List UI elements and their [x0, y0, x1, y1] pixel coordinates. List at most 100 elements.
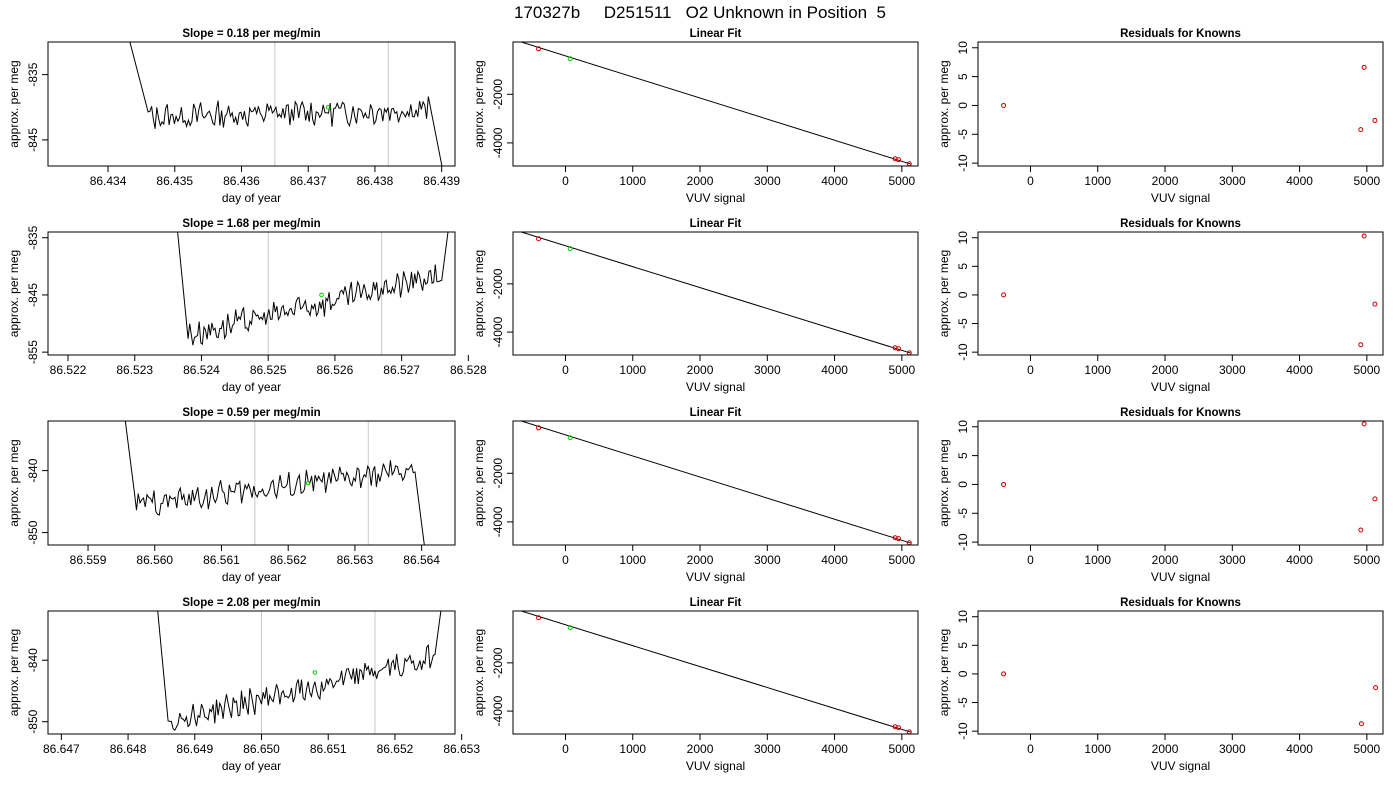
panel-title: Slope = 1.68 per meg/min [182, 218, 320, 230]
panel-timeseries-3: Slope = 0.59 per meg/min day of year appro… [7, 407, 456, 584]
y-tick-label: 0 [956, 670, 970, 677]
x-tick-label: 86.653 [443, 742, 480, 756]
x-tick-label: 86.436 [223, 174, 260, 188]
residual-point [1001, 671, 1007, 677]
unknown-point [312, 670, 318, 675]
x-tick-label: 4000 [821, 742, 848, 756]
x-axis-label: day of year [222, 380, 281, 394]
y-tick-label: 10 [956, 420, 970, 434]
panel-timeseries-2: Slope = 1.68 per meg/min day of year appro… [7, 218, 487, 394]
panel-fit-4: Linear Fit VUV signal approx. per meg 0 1000… [472, 597, 919, 773]
known-point [895, 725, 901, 731]
residual-point [1001, 102, 1007, 108]
y-tick-label: -835 [26, 225, 40, 249]
known-point [536, 46, 542, 52]
x-tick-label: 4000 [1286, 363, 1313, 377]
x-tick-label: 86.649 [176, 742, 213, 756]
y-tick-label: 10 [956, 231, 970, 245]
plot-area [1001, 233, 1378, 348]
x-axis-label: day of year [222, 191, 281, 205]
x-axis-label: VUV signal [686, 759, 745, 773]
residual-point [1373, 685, 1379, 691]
y-tick-label: -2000 [491, 268, 505, 299]
x-tick-label: 86.524 [183, 363, 220, 377]
y-tick-label: -10 [956, 154, 970, 172]
x-tick-label: 4000 [821, 363, 848, 377]
unknown-point [567, 246, 573, 252]
x-tick-label: 86.560 [136, 553, 173, 567]
panel-title: Residuals for Knowns [1120, 407, 1241, 419]
panel-title: Slope = 0.59 per meg/min [182, 407, 320, 419]
y-axis-label: approx. per meg [472, 60, 486, 147]
plot-frame [977, 41, 1384, 167]
x-tick-label: 86.562 [270, 553, 307, 567]
residual-point [1001, 481, 1007, 487]
plot-area [124, 421, 425, 545]
y-tick-label: -840 [26, 458, 40, 482]
x-tick-label: 3000 [754, 363, 781, 377]
residual-point [1001, 292, 1007, 298]
x-tick-label: 86.434 [90, 174, 127, 188]
x-axis-label: VUV signal [686, 191, 745, 205]
y-tick-label: -2000 [491, 458, 505, 489]
x-tick-label: 86.528 [450, 363, 487, 377]
y-tick-label: -2000 [491, 79, 505, 110]
known-point [895, 536, 901, 542]
x-tick-label: 3000 [1219, 742, 1246, 756]
plot-frame [47, 610, 456, 735]
residual-point [1358, 127, 1364, 133]
x-tick-label: 2000 [687, 742, 714, 756]
residual-point [1372, 496, 1378, 502]
y-tick-label: -835 [26, 62, 40, 86]
plot-frame [977, 610, 1384, 735]
residual-point [1358, 721, 1364, 727]
x-tick-label: 0 [562, 174, 569, 188]
plot-frame [47, 41, 456, 167]
plot-area [519, 42, 912, 166]
plot-area [519, 421, 912, 545]
y-axis-label: approx. per meg [7, 250, 21, 337]
x-tick-label: 86.525 [250, 363, 287, 377]
unknown-point [319, 292, 324, 298]
x-tick-label: 3000 [1219, 363, 1246, 377]
y-tick-label: 0 [956, 102, 970, 109]
plot-area [1001, 64, 1378, 133]
plot-frame [512, 420, 919, 546]
y-tick-label: 5 [956, 452, 970, 459]
y-axis-label: approx. per meg [472, 439, 486, 526]
x-tick-label: 86.437 [290, 174, 327, 188]
x-tick-label: 1000 [619, 553, 646, 567]
x-axis-label: day of year [222, 759, 281, 773]
x-tick-label: 86.527 [383, 363, 420, 377]
x-tick-label: 5000 [1354, 363, 1381, 377]
panel-title: Residuals for Knowns [1120, 218, 1241, 230]
x-tick-label: 86.563 [337, 553, 374, 567]
x-tick-label: 4000 [821, 553, 848, 567]
panel-timeseries-4: Slope = 2.08 per meg/min day of year appro… [7, 597, 480, 773]
residual-point [1358, 342, 1364, 348]
x-tick-label: 3000 [754, 174, 781, 188]
y-axis-label: approx. per meg [937, 439, 951, 526]
y-axis-label: approx. per meg [937, 629, 951, 716]
x-tick-label: 0 [1027, 363, 1034, 377]
x-tick-label: 86.522 [50, 363, 87, 377]
panel-title: Residuals for Knowns [1120, 597, 1241, 609]
x-tick-label: 5000 [1354, 174, 1381, 188]
y-tick-label: -855 [26, 340, 40, 364]
y-tick-label: -4000 [491, 695, 505, 726]
x-tick-label: 5000 [1354, 742, 1381, 756]
known-point [895, 346, 901, 352]
series-line [157, 611, 442, 731]
y-axis-label: approx. per meg [937, 250, 951, 337]
panel-residuals-3: Residuals for Knowns VUV signal approx. pe… [937, 407, 1384, 584]
x-axis-label: VUV signal [686, 380, 745, 394]
y-axis-label: approx. per meg [7, 439, 21, 526]
known-point [536, 236, 542, 242]
panel-residuals-2: Residuals for Knowns VUV signal approx. pe… [937, 218, 1384, 394]
unknown-point [305, 480, 311, 486]
x-tick-label: 86.651 [310, 742, 347, 756]
x-tick-label: 86.438 [357, 174, 394, 188]
plot-frame [977, 231, 1384, 356]
x-tick-label: 4000 [1286, 742, 1313, 756]
